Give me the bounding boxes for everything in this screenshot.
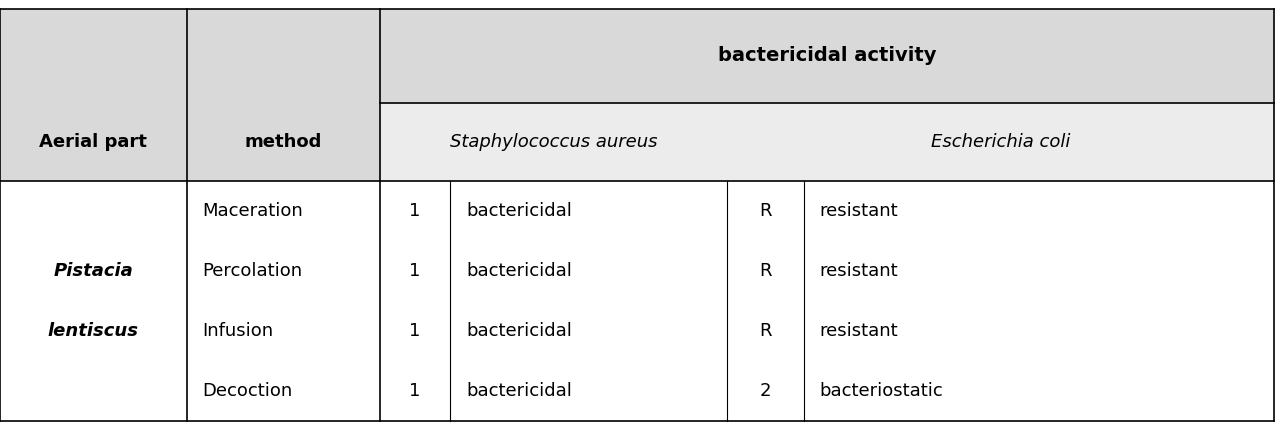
- Text: method: method: [245, 133, 322, 151]
- Text: resistant: resistant: [820, 322, 898, 340]
- Text: bacteriostatic: bacteriostatic: [820, 382, 943, 400]
- Bar: [380, 103, 1274, 181]
- Text: bactericidal: bactericidal: [466, 382, 571, 400]
- Text: Staphylococcus aureus: Staphylococcus aureus: [449, 133, 658, 151]
- Text: R: R: [759, 322, 772, 340]
- Text: 1: 1: [409, 382, 421, 400]
- Text: resistant: resistant: [820, 202, 898, 220]
- Text: bactericidal activity: bactericidal activity: [718, 46, 936, 65]
- Text: Percolation: Percolation: [202, 262, 302, 280]
- Text: R: R: [759, 262, 772, 280]
- Text: R: R: [759, 202, 772, 220]
- Text: Pistacia: Pistacia: [54, 262, 133, 280]
- Bar: [380, 9, 1274, 103]
- Text: Aerial part: Aerial part: [40, 133, 147, 151]
- Text: Infusion: Infusion: [202, 322, 273, 340]
- Text: resistant: resistant: [820, 262, 898, 280]
- Text: 2: 2: [761, 382, 771, 400]
- Text: bactericidal: bactericidal: [466, 262, 571, 280]
- Text: Maceration: Maceration: [202, 202, 302, 220]
- Text: bactericidal: bactericidal: [466, 202, 571, 220]
- Text: 1: 1: [409, 202, 421, 220]
- Text: lentiscus: lentiscus: [48, 322, 139, 340]
- Bar: [0, 9, 380, 181]
- Text: Escherichia coli: Escherichia coli: [931, 133, 1071, 151]
- Text: Decoction: Decoction: [202, 382, 292, 400]
- Text: 1: 1: [409, 322, 421, 340]
- Text: 1: 1: [409, 262, 421, 280]
- Text: bactericidal: bactericidal: [466, 322, 571, 340]
